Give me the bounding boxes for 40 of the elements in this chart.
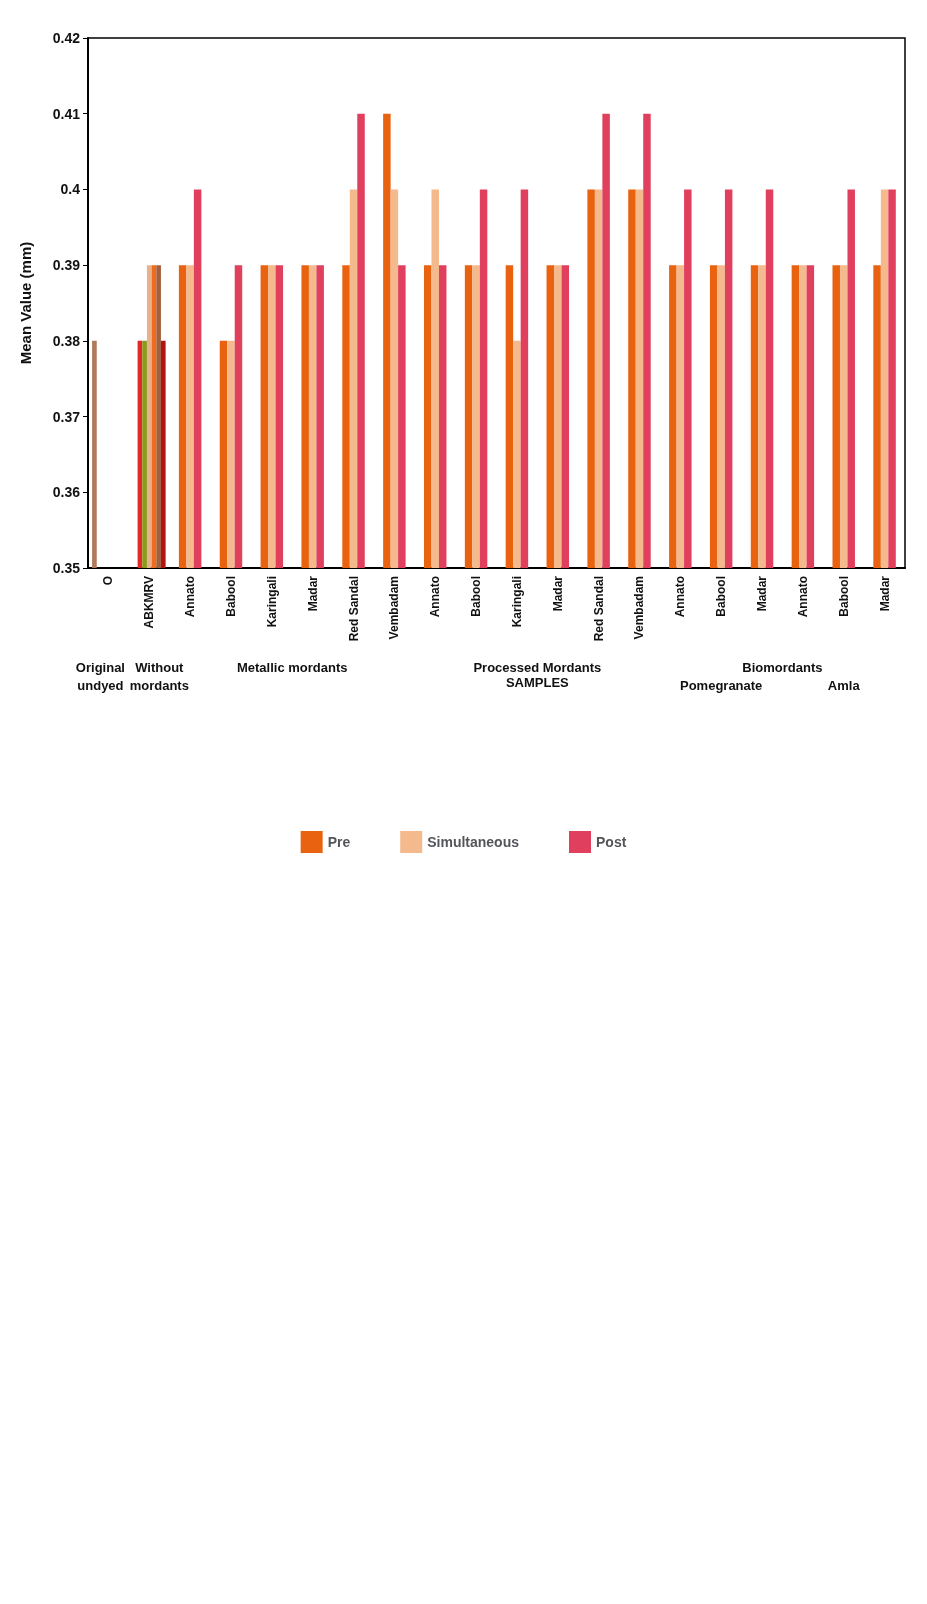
x-tick-label: Karingali [264, 576, 279, 628]
x-tick-label: Madar [877, 575, 892, 612]
y-tick-label: 0.39 [52, 257, 81, 274]
x-tick-label: Babool [469, 576, 484, 617]
x-tick-label: Red Sandal [346, 576, 361, 642]
x-tick-label: Vembadam [632, 576, 647, 640]
x-tick-label: Annato [673, 576, 688, 618]
y-tick-label: 0.36 [52, 484, 81, 501]
y-tick-label: 0.41 [52, 105, 81, 122]
text: Without mordants [129, 659, 189, 693]
x-tick-label: Babool [223, 576, 238, 617]
x-tick-label: Madar [305, 575, 320, 612]
x-tick-label: Babool [836, 576, 851, 617]
y-axis-title: Mean Value (mm) [17, 241, 34, 365]
x-tick-label: Red Sandal [591, 576, 606, 642]
x-tick-label: Madar [550, 575, 565, 612]
text: Metallic mordants [236, 659, 348, 675]
text: Amla [827, 677, 861, 693]
y-tick-label: 0.37 [52, 408, 81, 425]
x-tick-label: ABKMRV [142, 576, 157, 629]
x-axis-title: SAMPLES [505, 675, 570, 690]
x-tick-label: Annato [795, 576, 810, 618]
x-tick-label: Madar [755, 575, 770, 612]
text: Biomordants [742, 659, 823, 675]
y-tick-label: 0.38 [52, 332, 81, 349]
y-tick-label: 0.35 [52, 560, 81, 576]
x-tick-label: Babool [714, 576, 729, 617]
x-tick-label: Annato [428, 576, 443, 618]
x-tick-label: Vembadam [387, 576, 402, 640]
x-tick-label: Karingali [509, 576, 524, 628]
x-tick-label: Annato [183, 576, 198, 618]
x-tick-label: O [101, 576, 116, 586]
y-tick-label: 0.42 [52, 30, 81, 46]
text: Original undyed [75, 659, 125, 693]
text: Pomegranate [679, 677, 763, 693]
legend-label: Pre [327, 834, 351, 850]
legend-label: Simultaneous [427, 834, 520, 850]
legend-label: Post [596, 834, 627, 850]
text: Processed Mordants [473, 659, 602, 675]
y-tick-label: 0.4 [60, 181, 81, 198]
